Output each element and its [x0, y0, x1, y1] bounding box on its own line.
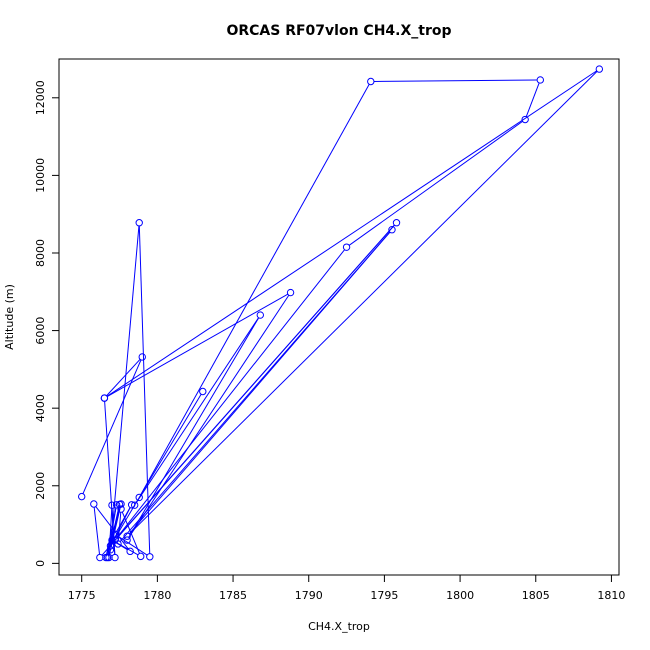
data-point — [78, 492, 86, 501]
x-tick-label: 1805 — [522, 589, 550, 602]
data-series — [78, 65, 604, 562]
series-segment — [117, 512, 122, 541]
data-point — [123, 536, 131, 544]
data-point — [199, 387, 207, 396]
x-tick-label: 1775 — [68, 589, 96, 602]
y-tick-label: 6000 — [34, 317, 47, 345]
data-point — [256, 311, 264, 319]
series-segment — [525, 82, 540, 117]
data-point — [106, 546, 115, 554]
y-tick-label: 2000 — [34, 472, 47, 500]
x-tick-label: 1810 — [597, 589, 625, 602]
data-point — [286, 288, 295, 297]
series-segment — [128, 294, 290, 538]
x-axis-label: CH4.X_trop — [308, 620, 370, 633]
x-tick-label: 1780 — [143, 589, 171, 602]
data-point — [138, 353, 146, 361]
y-tick-label: 12000 — [34, 80, 47, 115]
series-segment — [95, 506, 129, 550]
data-point — [127, 501, 136, 509]
data-point — [137, 552, 145, 561]
data-point — [112, 501, 121, 509]
data-point — [536, 76, 544, 84]
data-point — [114, 540, 122, 548]
series-segment — [116, 249, 345, 538]
chart-title: ORCAS RF07vlon CH4.X_trop — [226, 23, 451, 39]
data-point — [342, 243, 351, 251]
series-segment — [106, 70, 597, 397]
series-segment — [114, 541, 139, 556]
series-segment — [106, 507, 117, 555]
data-point — [117, 505, 125, 513]
series-segment — [110, 507, 121, 547]
series-segment — [348, 120, 523, 246]
series-segment — [140, 84, 370, 495]
plot-frame — [58, 58, 620, 576]
series-segment — [129, 70, 598, 535]
data-point — [108, 536, 116, 544]
data-point — [595, 65, 604, 73]
series-segment — [128, 231, 391, 535]
series-segment — [101, 224, 395, 556]
x-tick-label: 1800 — [446, 589, 474, 602]
data-point — [108, 501, 116, 509]
series-segment — [106, 293, 289, 397]
data-point — [100, 394, 109, 402]
x-tick-label: 1790 — [295, 589, 323, 602]
data-point — [146, 553, 154, 561]
series-segment — [93, 507, 101, 555]
data-point — [367, 77, 375, 86]
data-point — [126, 547, 134, 556]
data-point — [521, 115, 529, 124]
series-segment — [82, 359, 142, 494]
series-segment — [106, 358, 141, 397]
data-point — [111, 553, 119, 562]
data-point — [123, 532, 131, 540]
data-point — [388, 226, 396, 234]
x-tick-label: 1795 — [370, 589, 398, 602]
data-point — [392, 219, 401, 227]
data-point — [135, 219, 143, 227]
y-tick-label: 0 — [34, 560, 47, 567]
y-tick-label: 10000 — [34, 158, 47, 193]
x-axis: 1775 1780 1785 1790 1795 1800 1805 1810 — [68, 575, 625, 602]
x-tick-label: 1785 — [219, 589, 247, 602]
data-point — [135, 493, 143, 502]
data-point — [117, 500, 125, 508]
data-point — [130, 501, 139, 509]
y-axis-label: Altitude (m) — [3, 284, 16, 350]
series-segment — [128, 317, 260, 538]
series-segment — [136, 317, 259, 503]
series-segment — [373, 79, 538, 82]
data-point — [111, 530, 119, 538]
series-segment — [135, 393, 202, 503]
data-point — [90, 500, 98, 508]
data-point — [96, 553, 104, 562]
y-tick-label: 8000 — [34, 239, 47, 267]
y-axis: 0 2000 4000 6000 8000 10000 12000 — [34, 80, 59, 567]
y-tick-label: 4000 — [34, 394, 47, 422]
